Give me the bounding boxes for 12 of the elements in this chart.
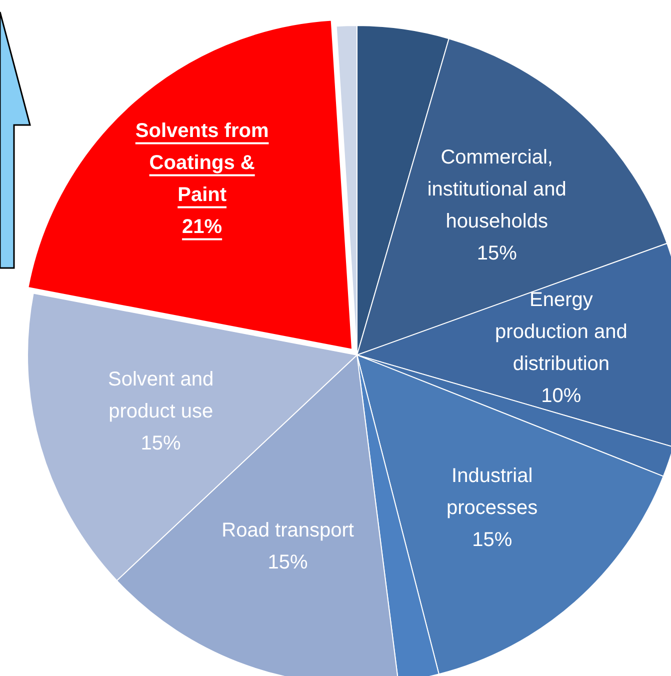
slice-label: Commercial, institutional and households (427, 146, 566, 233)
data-label: 10% (541, 385, 582, 408)
data-label: 15% (472, 528, 512, 551)
slice-label: Energy production and distribution (495, 289, 628, 376)
data-label: 15% (476, 242, 518, 265)
slice-label: Road transport (222, 520, 354, 542)
data-label: 15% (268, 552, 308, 574)
data-label: 21% (182, 216, 222, 238)
data-label: 15% (140, 432, 182, 455)
slice-label: Solvent and product use (108, 368, 214, 423)
slice-label: Industrial processes (446, 464, 538, 519)
slice-label: Solvents from Coatings & Paint (135, 120, 269, 206)
